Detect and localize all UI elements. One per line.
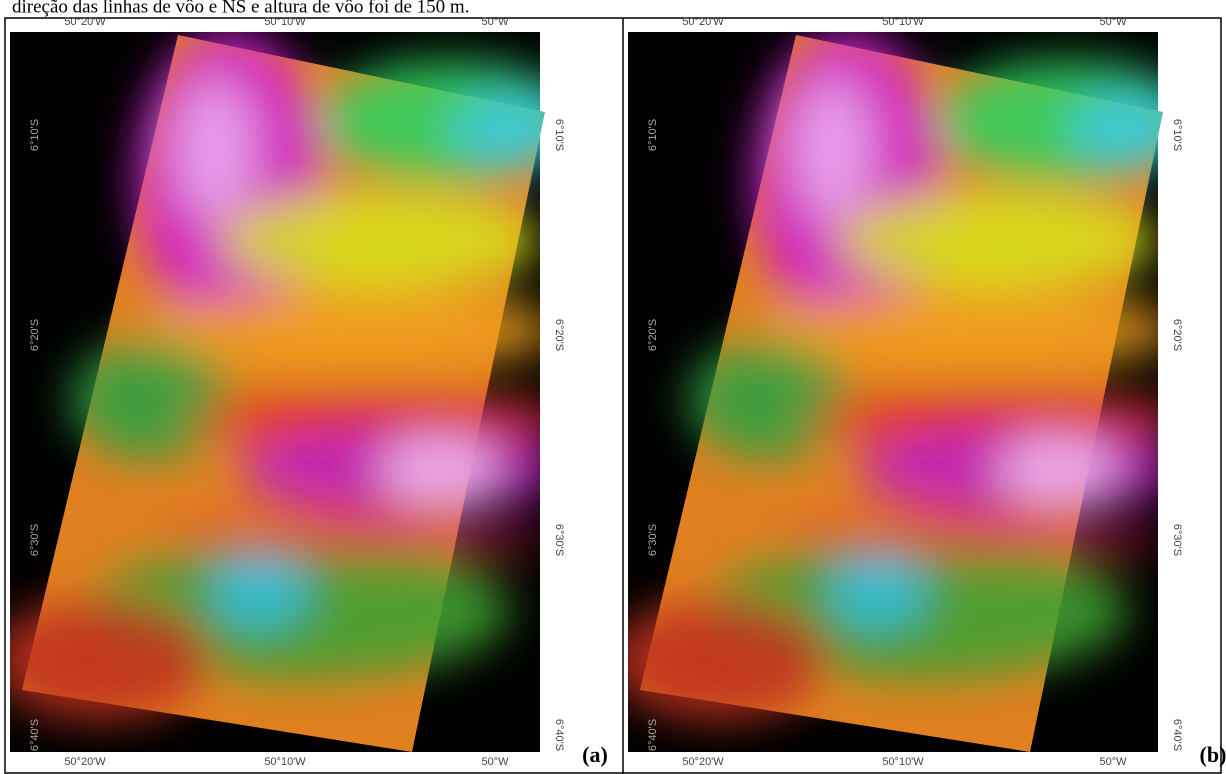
coord-label: 50°10'W	[882, 756, 924, 768]
coord-label: 6°10'S	[647, 119, 659, 151]
color-region	[150, 526, 550, 554]
color-region	[998, 435, 1118, 505]
panel-label: (a)	[582, 742, 608, 767]
color-region	[220, 190, 540, 290]
coord-label: 6°40'S	[29, 719, 41, 751]
coord-label: 6°30'S	[553, 524, 565, 556]
coord-label: 50°20'W	[682, 16, 724, 28]
coord-label: 50°W	[481, 16, 509, 28]
color-region	[380, 435, 500, 505]
coord-label: 6°30'S	[1171, 524, 1183, 556]
map-panel: 50°20'W 50°10'W 50°W 50°20'W 50°10'W 50°W 6°10…	[608, 16, 1226, 768]
color-region	[70, 340, 230, 460]
coord-label: 6°40'S	[553, 719, 565, 751]
coord-label: 50°20'W	[64, 16, 106, 28]
coord-label: 50°10'W	[882, 16, 924, 28]
panel-label: (b)	[1200, 742, 1226, 767]
color-region	[768, 526, 1168, 554]
coord-label: 6°30'S	[647, 524, 659, 556]
color-region	[0, 600, 210, 720]
coord-label: 6°30'S	[29, 524, 41, 556]
color-region	[838, 190, 1158, 290]
header-text: direção das linhas de vôo e NS e altura …	[12, 0, 469, 17]
coord-label: 6°40'S	[647, 719, 659, 751]
coord-label: 50°20'W	[682, 756, 724, 768]
coord-label: 50°10'W	[264, 16, 306, 28]
coord-label: 6°40'S	[1171, 719, 1183, 751]
coord-label: 6°20'S	[553, 319, 565, 351]
color-region	[1068, 90, 1188, 170]
coord-label: 6°10'S	[553, 119, 565, 151]
coord-label: 50°10'W	[264, 756, 306, 768]
color-region	[450, 90, 570, 170]
page: direção das linhas de vôo e NS e altura …	[0, 0, 1226, 774]
coord-label: 6°10'S	[29, 119, 41, 151]
coord-label: 6°20'S	[29, 319, 41, 351]
color-region	[608, 600, 828, 720]
coord-label: 50°W	[481, 756, 509, 768]
color-region	[793, 80, 873, 220]
color-region	[828, 550, 928, 630]
coord-label: 6°20'S	[647, 319, 659, 351]
coord-label: 50°W	[1099, 16, 1127, 28]
coord-label: 6°10'S	[1171, 119, 1183, 151]
color-region	[688, 340, 848, 460]
map-panel: 50°20'W 50°10'W 50°W 50°20'W 50°10'W 50°W 6°10…	[0, 16, 608, 768]
color-region	[175, 80, 255, 220]
coord-label: 50°20'W	[64, 756, 106, 768]
color-region	[210, 550, 310, 630]
coord-label: 50°W	[1099, 756, 1127, 768]
coord-label: 6°20'S	[1171, 319, 1183, 351]
